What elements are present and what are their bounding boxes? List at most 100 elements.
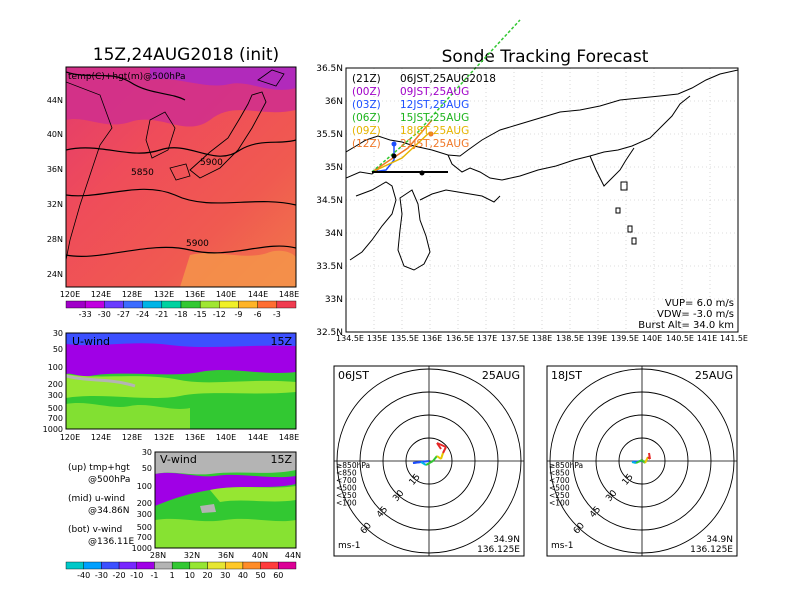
- p-tick: 100: [137, 482, 152, 491]
- hodo-ring: [359, 391, 499, 531]
- hodo-unit: ms-1: [338, 541, 360, 551]
- hodo-level-label: <500: [549, 484, 570, 493]
- colorbar-label: -40: [77, 571, 90, 580]
- colorbar-swatch: [260, 561, 279, 570]
- colorbar-label: -33: [79, 310, 92, 319]
- lat-tick: 32N: [184, 551, 200, 560]
- hodo-ring: [382, 414, 476, 508]
- uwind-label: U-wind: [72, 335, 110, 348]
- sonde-params: VUP= 6.0 m/s VDW= -3.0 m/s Burst Alt= 34…: [638, 298, 734, 331]
- colorbar-swatch: [257, 300, 278, 309]
- hodo-ring: [595, 414, 689, 508]
- legend-line: @136.11E: [88, 537, 134, 547]
- lat-tick: 35.5N: [316, 130, 343, 140]
- launch-legend: (21Z) 06JST,25AUG2018 (00Z) 09JST,25AUG …: [352, 73, 496, 150]
- right-lat-ticks: 36.5N 36N 35.5N 35N 34.5N 34N 33.5N 33N …: [316, 64, 343, 338]
- colorbar-swatch: [118, 561, 137, 570]
- hodo-trace-segment: [631, 461, 637, 464]
- colorbar-label: 40: [238, 571, 248, 580]
- lon-tick: 144E: [248, 290, 268, 299]
- colorbar-swatch: [65, 300, 86, 309]
- param-vdw: VDW= -3.0 m/s: [657, 309, 734, 320]
- burst-point: [391, 153, 397, 159]
- right-title: Sonde Tracking Forecast: [442, 47, 649, 67]
- colorbar-label: -6: [254, 310, 262, 319]
- lon-tick: 128E: [122, 290, 142, 299]
- height-contour-labels: 5850 5900 5900: [131, 158, 223, 249]
- lon-tick: 135.5E: [391, 334, 419, 343]
- param-burst: Burst Alt= 34.0 km: [638, 320, 734, 331]
- legend-line: (bot) v-wind: [68, 525, 122, 535]
- colorbar-swatch: [225, 561, 244, 570]
- p-tick: 300: [137, 510, 152, 519]
- hodo-ring: [336, 368, 522, 554]
- hodo-trace-segment: [412, 461, 422, 464]
- lon-tick: 138.5E: [556, 334, 584, 343]
- hodo-trace-segment: [432, 455, 438, 462]
- hodo-trace-segment: [440, 452, 444, 460]
- temp-map: [66, 67, 296, 287]
- lon-tick: 136E: [422, 334, 442, 343]
- colorbar-label: 60: [273, 571, 283, 580]
- hodo-level-label: <850: [549, 469, 570, 478]
- lat-tick: 44N: [47, 96, 63, 105]
- panel-legend: (up) tmp+hgt @500hPa (mid) u-wind @34.86…: [68, 463, 134, 547]
- colorbar-label: 20: [202, 571, 212, 580]
- lon-tick: 148E: [279, 290, 299, 299]
- colorbar-label: -20: [113, 571, 126, 580]
- colorbar-swatch: [161, 300, 182, 309]
- burst-point: [428, 131, 434, 137]
- coastline: [346, 69, 738, 271]
- lon-tick: 137.5E: [501, 334, 529, 343]
- vwind-lat-ticks: 28N 32N 36N 40N 44N: [150, 551, 301, 560]
- colorbar-label: -12: [213, 310, 226, 319]
- colorbar-swatch: [136, 561, 155, 570]
- lat-tick: 36N: [47, 165, 63, 174]
- colorbar-swatch: [142, 300, 163, 309]
- hodo-level-label: ≥850hPa: [549, 461, 583, 470]
- hodo-level-label: <250: [549, 491, 570, 500]
- lat-tick: 28N: [47, 235, 63, 244]
- hodo-trace-segment: [442, 446, 447, 454]
- p-tick: 1000: [132, 544, 152, 553]
- lat-tick: 40N: [47, 130, 63, 139]
- lon-tick: 136.5E: [446, 334, 474, 343]
- launch-right: 15JST,25AUG: [400, 112, 469, 124]
- hodo-lon: 136.125E: [477, 545, 520, 555]
- p-tick: 500: [48, 404, 63, 413]
- colorbar-swatch: [219, 300, 239, 309]
- lon-tick: 124E: [91, 290, 111, 299]
- temp-colorbar: -33 -30 -27 -24 -21 -18 -15 -12 -9 -6 -3: [65, 300, 297, 319]
- lon-tick: 140E: [216, 290, 236, 299]
- lat-tick: 34N: [325, 229, 343, 239]
- colorbar-swatch: [104, 300, 124, 309]
- tracking-map: [345, 19, 739, 333]
- hodo-time: 06JST: [338, 369, 369, 382]
- colorbar-swatch: [207, 561, 226, 570]
- lon-tick: 139.5E: [611, 334, 639, 343]
- hodo-trace-segment: [635, 459, 643, 464]
- colorbar-swatch: [199, 300, 220, 309]
- colorbar-label: -3: [273, 310, 281, 319]
- lat-tick: 44N: [285, 551, 301, 560]
- legend-line: (mid) u-wind: [68, 494, 125, 504]
- left-title: 15Z,24AUG2018 (init): [93, 45, 279, 65]
- colorbar-swatch: [189, 561, 208, 570]
- hodo-time: 18JST: [551, 369, 582, 382]
- hodo-lon: 136.125E: [690, 545, 733, 555]
- lon-tick: 134.5E: [336, 334, 364, 343]
- p-tick: 500: [137, 523, 152, 532]
- hodo-lat: 34.9N: [706, 535, 733, 545]
- lat-tick: 40N: [252, 551, 268, 560]
- lon-tick: 135E: [367, 334, 387, 343]
- lon-tick: 136E: [185, 290, 205, 299]
- lat-tick: 36N: [325, 97, 343, 107]
- wind-colorbar: -40 -30 -20 -10 -1 1 10 20 30 40 50 60: [65, 561, 297, 580]
- hodo-level-label: ≥850hPa: [336, 461, 370, 470]
- hodo-ring: [549, 368, 735, 554]
- hodo-trace-segment: [644, 456, 649, 464]
- map-frame: [65, 66, 297, 288]
- launch-right: 18JST,25AUG: [400, 125, 469, 137]
- contour-label: 5900: [200, 158, 223, 168]
